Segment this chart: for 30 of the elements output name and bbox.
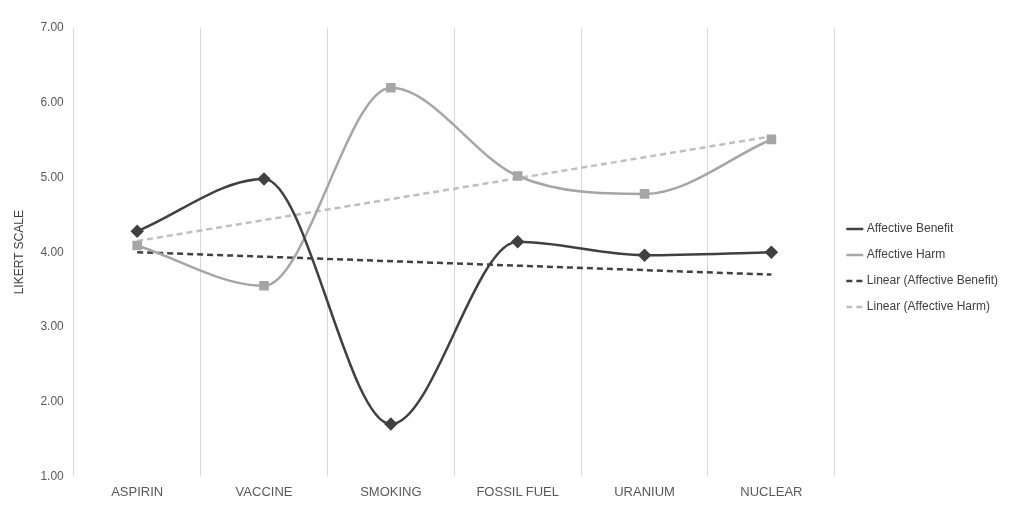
point [765,245,778,259]
legend-label: Affective Benefit [866,221,954,236]
x-tick-label: NUCLEAR [740,483,803,499]
y-tick-label: 4.00 [40,244,65,259]
y-tick-label: 2.00 [40,393,65,408]
x-tick-label: VACCINE [235,483,293,499]
x-tick-label: FOSSIL FUEL [476,483,560,499]
point [511,235,524,248]
x-tick-label: SMOKING [360,483,422,499]
point [384,417,398,431]
y-axis-title: LIKERT SCALE [11,210,26,295]
point [766,134,777,145]
y-tick-label: 6.00 [40,95,65,110]
point [132,240,142,251]
x-tick-label: URANIUM [614,483,675,499]
legend-label: Linear (Affective Benefit) [866,273,999,288]
point [130,225,144,238]
x-tick-label: ASPIRIN [111,483,164,499]
y-tick-label: 7.00 [40,20,65,35]
point [638,248,651,262]
y-tick-label: 1.00 [40,468,65,483]
legend-label: Affective Harm [866,247,946,262]
point [639,189,650,199]
point [386,83,396,93]
point [257,172,271,186]
y-tick-label: 3.00 [40,319,65,334]
y-tick-label: 5.00 [40,169,65,184]
point [512,171,523,181]
legend-label: Linear (Affective Harm) [866,299,990,314]
point [259,281,269,291]
